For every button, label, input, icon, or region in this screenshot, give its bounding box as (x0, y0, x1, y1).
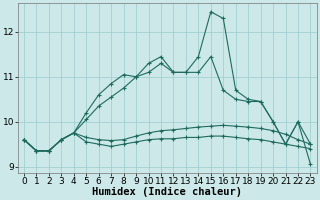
X-axis label: Humidex (Indice chaleur): Humidex (Indice chaleur) (92, 187, 242, 197)
